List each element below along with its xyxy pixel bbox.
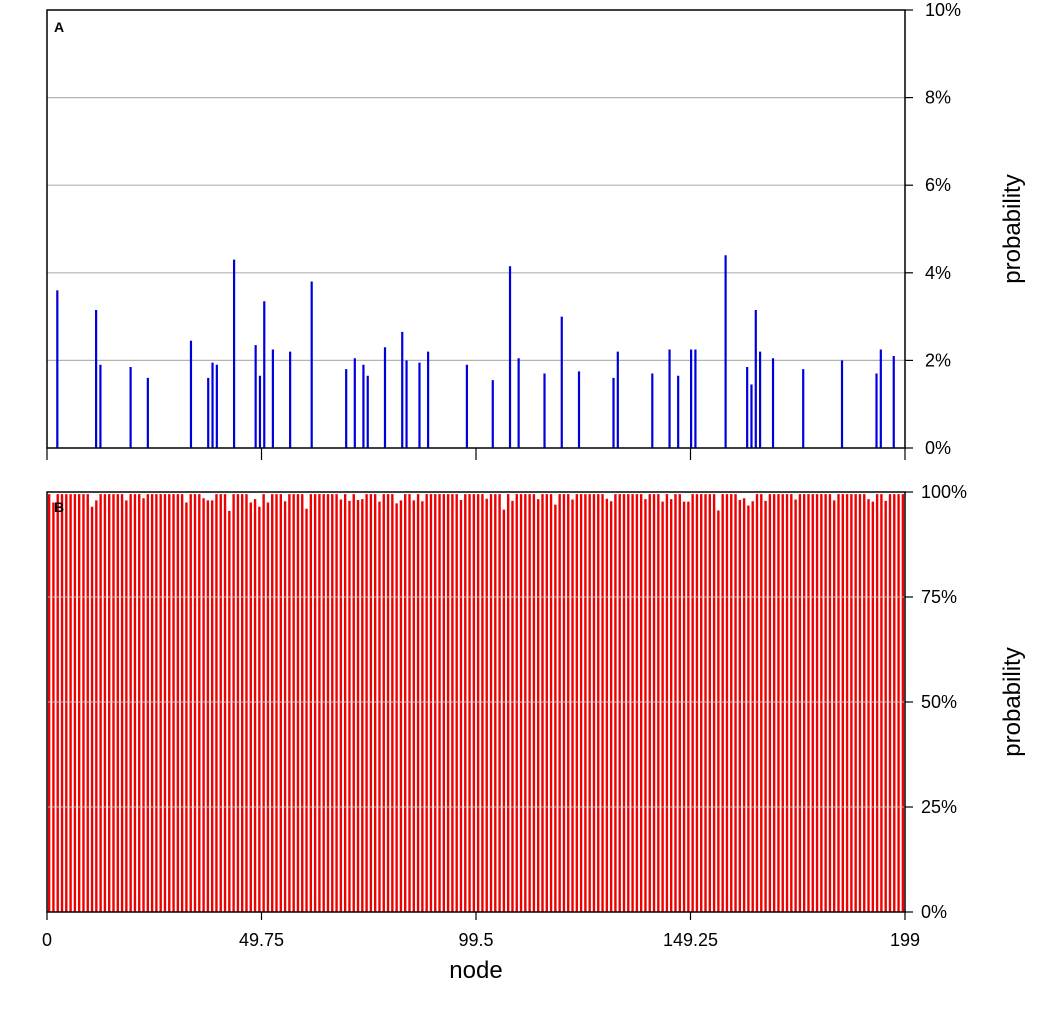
panel-b-bars: [47, 494, 905, 912]
panel-b-label: B: [54, 499, 64, 515]
panel-a-frame: [46, 9, 906, 449]
panel-a-y-tick-label: 8%: [925, 88, 951, 108]
panel-b-y-tick-label: 25%: [921, 797, 957, 817]
panel-b-x-tick-label: 99.5: [458, 930, 493, 950]
panel-b-gridlines: [47, 596, 905, 808]
panel-a-gridlines: [47, 96, 905, 361]
panel-b: 0 49.75 99.5 149.25 199 0% 25% 50% 75% 100% B pr…: [42, 482, 1026, 984]
panel-a-x-ticks: [46, 448, 906, 460]
panel-b-y-tick-label: 0%: [921, 902, 947, 922]
panel-a-bars: [56, 255, 895, 448]
panel-a-y-tick-label: 10%: [925, 0, 961, 20]
panel-b-y-tick-label: 50%: [921, 692, 957, 712]
panel-b-x-tick-label: 149.25: [663, 930, 718, 950]
panel-a-label: A: [54, 19, 64, 35]
panel-a-y-axis-title: probability: [999, 174, 1026, 283]
panel-b-y-tick-label: 100%: [921, 482, 967, 502]
panel-b-x-tick-label: 0: [42, 930, 52, 950]
panel-b-x-tick-label: 199: [890, 930, 920, 950]
panel-b-x-ticks: 0 49.75 99.5 149.25 199: [42, 912, 920, 950]
panel-a-y-ticks: 0% 2% 4% 6% 8% 10%: [905, 0, 961, 458]
panel-b-x-tick-label: 49.75: [239, 930, 284, 950]
panel-b-y-tick-label: 75%: [921, 587, 957, 607]
panel-a: 0% 2% 4% 6% 8% 10% A probability: [46, 0, 1026, 460]
panel-b-x-axis-title: node: [449, 957, 502, 984]
panel-b-y-ticks: 0% 25% 50% 75% 100%: [905, 482, 967, 922]
panel-a-y-tick-label: 2%: [925, 350, 951, 370]
panel-a-y-tick-label: 0%: [925, 438, 951, 458]
panel-a-y-tick-label: 4%: [925, 263, 951, 283]
panel-a-y-tick-label: 6%: [925, 175, 951, 195]
panel-b-y-axis-title: probability: [999, 647, 1026, 756]
